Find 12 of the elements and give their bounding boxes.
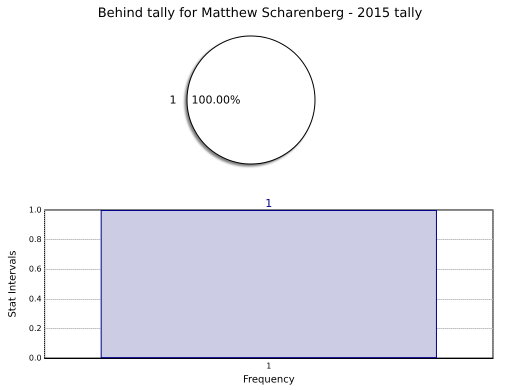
- data-label: 1: [265, 197, 272, 210]
- y-tick-label: 0.8: [28, 235, 42, 244]
- y-tick-label: 0.4: [28, 294, 42, 304]
- y-tick-label: 1.0: [28, 206, 42, 214]
- x-axis-title: Frequency: [242, 374, 295, 386]
- y-tick-label: 0.6: [28, 264, 42, 274]
- y-axis-title: Stat Intervals: [8, 250, 18, 318]
- slice-label: 1: [170, 94, 176, 106]
- y-tick-label: 0.2: [28, 324, 42, 333]
- y-tick-label: 0.0: [28, 354, 42, 363]
- chart-title: Behind tally for Matthew Scharenberg - 2015 tally: [98, 6, 423, 21]
- data-label: 100.00%: [192, 94, 240, 106]
